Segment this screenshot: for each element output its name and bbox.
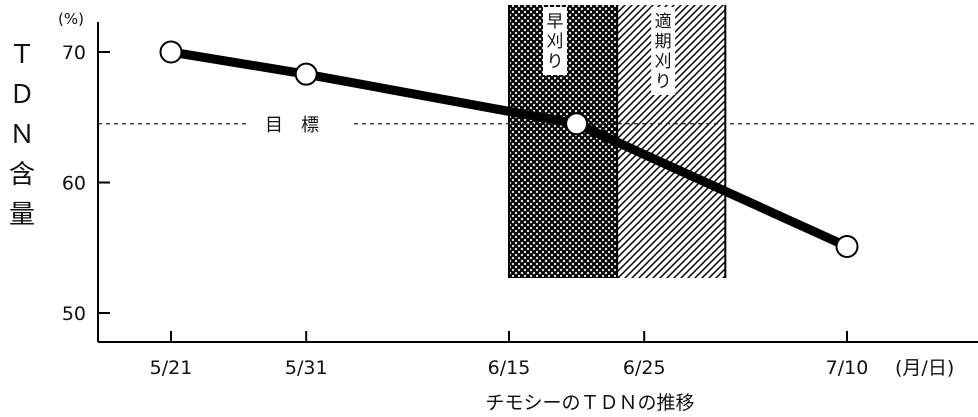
data-point: [294, 62, 318, 86]
band-label-box: [651, 7, 676, 95]
x-tick-label: 5/21: [150, 357, 193, 379]
target-label-bg: [250, 110, 350, 137]
tdn-line: [170, 47, 849, 251]
data-point: [565, 112, 589, 136]
band-label-1: 適期刈り: [655, 12, 672, 92]
axes: 50 60 70 5/21 5/31 6/15 6/25 7/10: [62, 22, 978, 379]
target-line: 目 標: [98, 110, 978, 137]
data-point: [159, 40, 183, 64]
chart-labels: (%) ＴＤＮ含量 (月/日) チモシーのＴＤＮの推移: [9, 10, 954, 414]
y-tick-label: 60: [62, 173, 86, 195]
x-tick-label: 7/10: [826, 357, 869, 379]
x-axis-title: チモシーのＴＤＮの推移: [485, 392, 694, 414]
y-tick-label: 50: [62, 303, 86, 325]
band-label-0: 早刈り: [547, 12, 564, 72]
x-tick-label: 5/31: [285, 357, 328, 379]
cutting-bands: 早刈り 適期刈り: [508, 5, 727, 278]
x-unit-label: (月/日): [895, 357, 954, 379]
target-label: 目 標: [265, 115, 319, 136]
data-point: [835, 234, 859, 258]
x-tick-label: 6/15: [488, 357, 531, 379]
x-tick-label: 6/25: [623, 357, 666, 379]
tdn-series: [159, 40, 859, 258]
y-unit-label: (%): [58, 10, 84, 28]
band-label-box: [543, 7, 567, 75]
y-axis-title: ＴＤＮ含量: [9, 40, 35, 230]
y-tick-label: 70: [62, 42, 86, 64]
